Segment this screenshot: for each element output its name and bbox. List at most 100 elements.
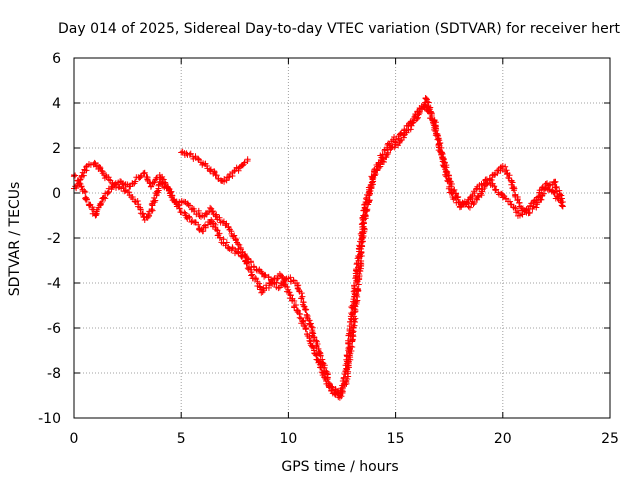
axis-ticks	[73, 57, 611, 419]
data-point-b-fill	[89, 204, 96, 211]
data-point-b-fill	[411, 113, 418, 120]
data-point-b-fill	[175, 202, 182, 209]
data-point-b-fill	[347, 331, 354, 338]
data-point-c-fill	[211, 169, 218, 176]
data-point-b-fill	[83, 195, 90, 202]
data-point-b-fill	[78, 183, 85, 190]
data-point-a-fill	[160, 176, 167, 183]
data-point-a-fill	[96, 164, 103, 170]
data-point-b-fill	[331, 391, 338, 398]
data-point-a-fill	[207, 204, 214, 211]
x-tick-label: 0	[70, 431, 79, 447]
data-point-a	[474, 196, 481, 203]
data-point-b-fill	[356, 243, 363, 250]
data-point-a-fill	[308, 323, 315, 330]
data-point-b-fill	[195, 221, 202, 228]
data-point-b-fill	[446, 175, 453, 182]
data-point-a	[216, 217, 223, 223]
data-point-a-fill	[558, 192, 565, 199]
data-point-a-fill	[305, 315, 312, 322]
data-point-b-fill	[471, 190, 478, 197]
y-tick-label: -8	[47, 366, 61, 382]
data-point-b-fill	[527, 203, 534, 210]
data-point-a-fill	[400, 134, 407, 141]
data-point-b-fill	[356, 242, 363, 249]
data-point-b-fill	[414, 108, 421, 115]
data-point-a-fill	[313, 337, 320, 344]
data-point-a-fill	[151, 179, 158, 186]
data-point-a-fill	[231, 232, 238, 239]
data-point-b-fill	[438, 151, 445, 158]
data-point-b-fill	[159, 180, 166, 187]
data-point-b-fill	[340, 380, 347, 387]
data-point-a-fill	[307, 320, 314, 327]
data-point-b-fill	[345, 347, 352, 354]
data-point-b-fill	[274, 275, 281, 282]
data-point-a-fill	[228, 228, 235, 235]
data-point-b-fill	[554, 194, 561, 201]
data-point-b-fill	[340, 374, 347, 381]
data-point-b-fill	[535, 193, 542, 200]
data-point-b-fill	[357, 251, 364, 258]
data-point-b-fill	[551, 189, 558, 196]
data-point-c-fill	[213, 172, 220, 179]
data-point-b-fill	[379, 151, 386, 158]
data-point-b-fill	[140, 210, 147, 217]
data-point-a-fill	[298, 290, 305, 297]
data-point-a-fill	[538, 196, 545, 203]
data-point-b-fill	[540, 184, 547, 191]
data-point-b-fill	[401, 127, 408, 134]
data-point-b-fill	[113, 184, 120, 191]
chart-title: Day 014 of 2025, Sidereal Day-to-day VTE…	[58, 21, 620, 37]
data-point-a-fill	[141, 170, 148, 177]
data-point-a-fill	[275, 285, 282, 292]
data-point-b-fill	[134, 197, 141, 204]
data-point-a-fill	[455, 193, 462, 200]
data-point-b-fill	[81, 187, 88, 194]
data-point-a-fill	[323, 368, 330, 375]
data-point-a-fill	[526, 209, 533, 216]
data-point-b-fill	[373, 167, 380, 174]
data-point-a-fill	[98, 167, 105, 174]
data-point-b-fill	[557, 197, 564, 204]
data-point-a-fill	[310, 330, 317, 337]
data-point-b-fill	[458, 203, 465, 210]
data-point-a-fill	[510, 187, 517, 194]
data-point-c-fill	[217, 177, 224, 184]
data-point-b-fill	[229, 245, 236, 252]
y-tick-label: -4	[47, 276, 61, 292]
data-point-b-fill	[86, 202, 93, 209]
data-point-a-fill	[247, 258, 254, 265]
data-point-c-fill	[226, 173, 233, 180]
data-point-a-fill	[290, 277, 297, 284]
data-point-a-fill	[236, 241, 243, 248]
data-point-b-fill	[214, 227, 221, 234]
data-point-b	[101, 194, 108, 201]
data-point-b-fill	[433, 126, 440, 133]
data-point-b-fill	[398, 130, 405, 137]
data-point-b	[491, 183, 498, 190]
data-point-b-fill	[243, 260, 250, 267]
data-point-a-fill	[303, 306, 310, 313]
y-tick-label: 6	[52, 51, 61, 67]
data-point-b-fill	[257, 284, 264, 291]
data-point-b-fill	[152, 197, 159, 204]
data-point-a-fill	[137, 174, 144, 181]
data-point-b-fill	[98, 198, 105, 205]
data-point-a-fill	[516, 199, 523, 206]
data-point-a-fill	[391, 144, 398, 151]
x-tick-label: 5	[177, 431, 186, 447]
data-point-c	[186, 151, 193, 158]
data-point-b	[499, 194, 506, 201]
x-tick-label: 25	[601, 431, 619, 447]
data-point-b-fill	[108, 186, 115, 193]
data-point-a-fill	[105, 176, 112, 183]
data-point-b-fill	[248, 272, 255, 279]
x-axis-label: GPS time / hours	[281, 459, 398, 475]
data-point-a-fill	[552, 184, 559, 191]
data-point-a-fill	[212, 212, 219, 219]
data-point-b-fill	[159, 183, 166, 190]
data-point-b-fill	[300, 318, 307, 325]
x-tick-label: 15	[387, 431, 405, 447]
